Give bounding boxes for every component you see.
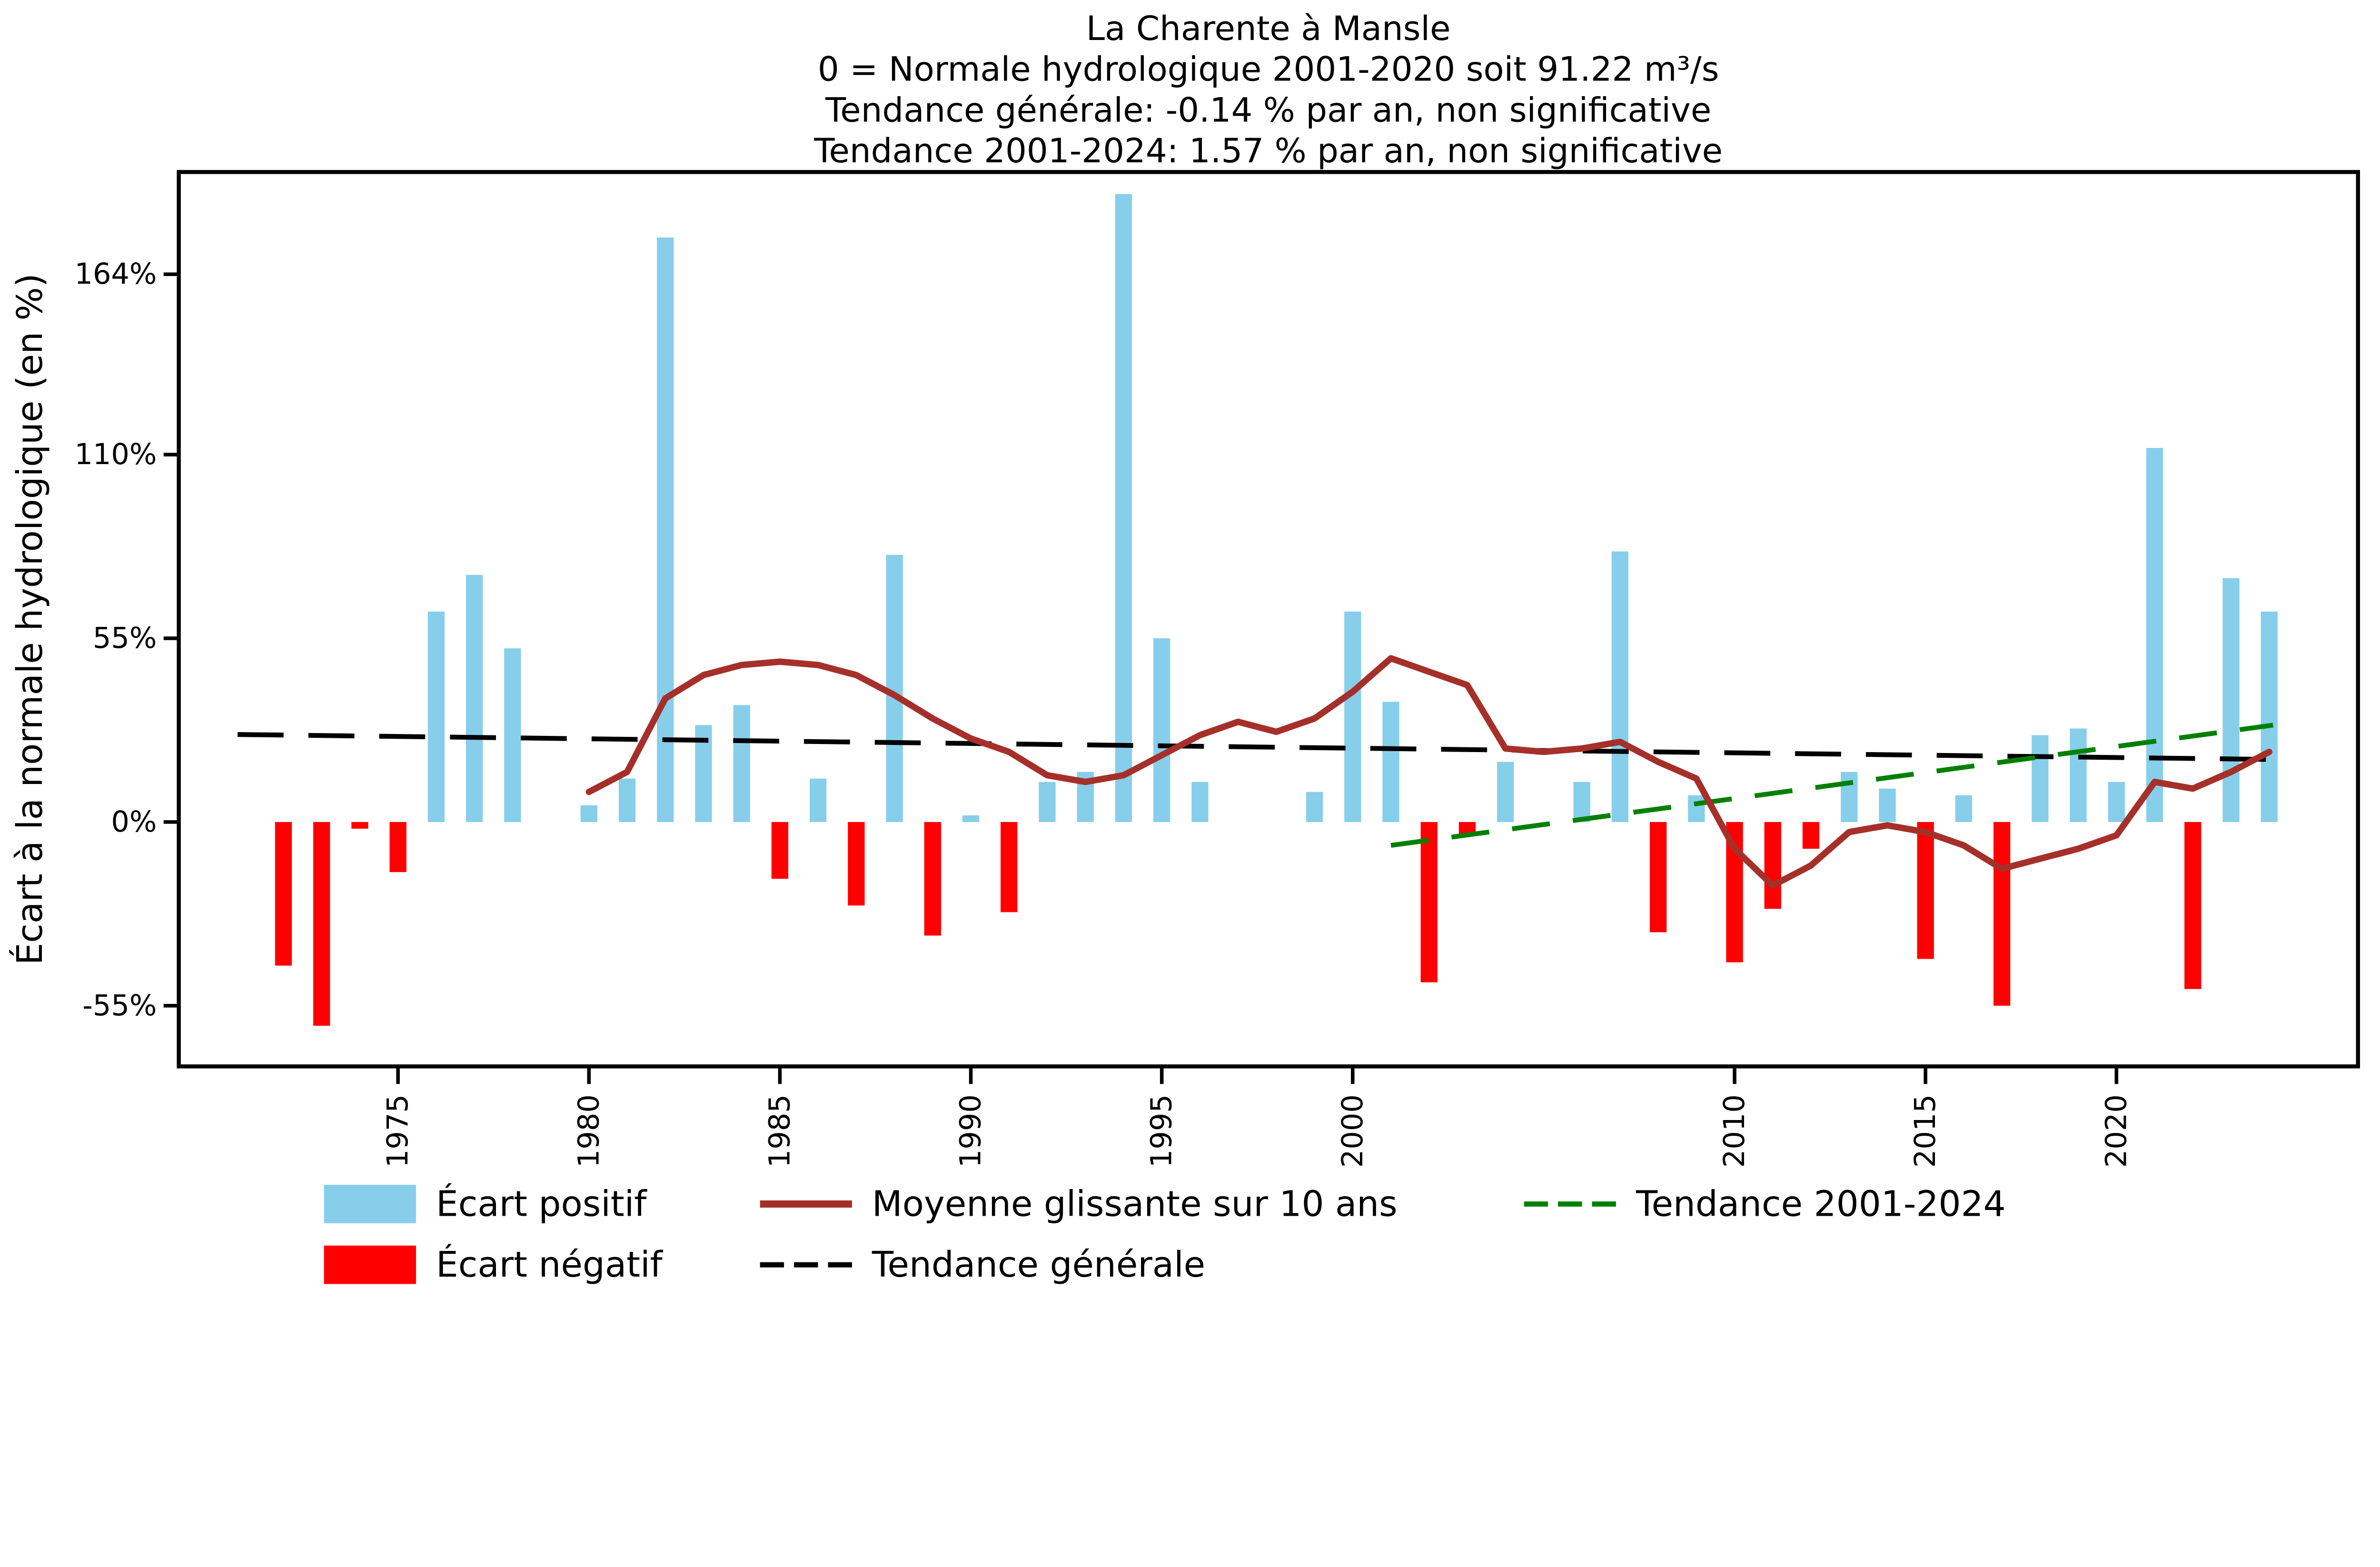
bar-2002 bbox=[1420, 822, 1438, 982]
chart-subtitle-normale: 0 = Normale hydrologique 2001-2020 soit … bbox=[818, 50, 1719, 89]
bar-1975 bbox=[389, 822, 407, 873]
trend-2001-2024-line bbox=[1390, 723, 2273, 848]
bar-2006 bbox=[1573, 782, 1590, 822]
bar-2012 bbox=[1802, 822, 1820, 849]
x-tick-label-1975: 1975 bbox=[381, 1094, 415, 1168]
bar-1980 bbox=[580, 805, 597, 822]
legend-item-tendance-2001-2024: Tendance 2001-2024 bbox=[1524, 1183, 2006, 1224]
x-tick-label-1990: 1990 bbox=[954, 1094, 988, 1168]
bar-1999 bbox=[1306, 792, 1323, 822]
chart-title: La Charente à Mansle bbox=[1086, 9, 1451, 48]
bar-2009 bbox=[1688, 795, 1705, 822]
bar-1977 bbox=[466, 575, 483, 822]
bar-1992 bbox=[1039, 782, 1056, 822]
bar-2024 bbox=[2261, 611, 2278, 822]
bar-1987 bbox=[848, 822, 865, 906]
bar-1988 bbox=[886, 555, 903, 822]
bar-2021 bbox=[2146, 448, 2163, 822]
bar-2014 bbox=[1879, 788, 1896, 822]
y-tick-label-110: 110% bbox=[74, 438, 157, 471]
bar-1986 bbox=[809, 778, 827, 822]
bar-2017 bbox=[1993, 822, 2011, 1006]
bar-1976 bbox=[427, 611, 445, 822]
bar-2020 bbox=[2108, 782, 2125, 822]
x-tick-label-1980: 1980 bbox=[572, 1094, 605, 1168]
bar-2023 bbox=[2222, 578, 2240, 822]
bar-2001 bbox=[1382, 702, 1399, 822]
figure: La Charente à Mansle 0 = Normale hydrolo… bbox=[9, 9, 2360, 1286]
x-tick-label-2000: 2000 bbox=[1336, 1094, 1369, 1168]
bar-2016 bbox=[1955, 795, 1973, 822]
bar-1972 bbox=[275, 822, 292, 966]
legend-item-ecart-positif: Écart positif bbox=[324, 1182, 647, 1224]
bar-1974 bbox=[351, 822, 368, 829]
y-tick-label--55: -55% bbox=[82, 989, 157, 1022]
legend-label-ecart-positif: Écart positif bbox=[436, 1182, 647, 1224]
bar-1994 bbox=[1115, 194, 1132, 822]
x-tick-label-2015: 2015 bbox=[1909, 1094, 1942, 1168]
y-tick-label-0: 0% bbox=[111, 805, 157, 839]
title-block: La Charente à Mansle 0 = Normale hydrolo… bbox=[813, 9, 1723, 170]
y-tick-label-164: 164% bbox=[74, 258, 157, 291]
legend-item-ecart-negatif: Écart négatif bbox=[324, 1243, 664, 1285]
bar-2022 bbox=[2184, 822, 2202, 989]
x-tick-label-2020: 2020 bbox=[2100, 1094, 2133, 1168]
trend-general-line bbox=[238, 732, 2281, 762]
legend-label-moyenne-glissante: Moyenne glissante sur 10 ans bbox=[872, 1183, 1398, 1224]
x-axis-ticks: 1975 1980 1985 1990 1995 2000 2010 2015 2020 bbox=[381, 1066, 2133, 1168]
y-axis-ticks: -55% 0% 55% 110% 164% bbox=[74, 258, 179, 1022]
legend-item-tendance-generale: Tendance générale bbox=[760, 1244, 1205, 1285]
bar-1991 bbox=[1001, 822, 1018, 912]
x-tick-label-1995: 1995 bbox=[1145, 1094, 1179, 1168]
bar-1984 bbox=[733, 705, 750, 822]
bar-2007 bbox=[1611, 551, 1629, 822]
bar-1990 bbox=[962, 815, 980, 822]
legend-swatch-ecart-positif bbox=[324, 1185, 416, 1223]
bar-1982 bbox=[657, 237, 674, 822]
bar-1995 bbox=[1153, 638, 1170, 822]
y-axis-label: Écart à la normale hydrologique (en %) bbox=[9, 273, 50, 965]
bar-2004 bbox=[1497, 762, 1514, 822]
bar-1985 bbox=[771, 822, 789, 879]
legend-item-moyenne-glissante: Moyenne glissante sur 10 ans bbox=[760, 1183, 1398, 1224]
legend-swatch-ecart-negatif bbox=[324, 1245, 416, 1284]
bars-layer bbox=[275, 194, 2278, 1026]
rolling-mean-line bbox=[585, 655, 2272, 889]
legend-label-ecart-negatif: Écart négatif bbox=[436, 1243, 664, 1285]
legend-label-tendance-generale: Tendance générale bbox=[872, 1244, 1205, 1285]
bar-1973 bbox=[313, 822, 330, 1026]
bar-1981 bbox=[618, 778, 636, 822]
bar-2013 bbox=[1841, 772, 1858, 822]
x-tick-label-2010: 2010 bbox=[1718, 1094, 1751, 1168]
chart-canvas: La Charente à Mansle 0 = Normale hydrolo… bbox=[9, 9, 2360, 1286]
y-tick-label-55: 55% bbox=[93, 622, 157, 655]
bar-2000 bbox=[1344, 611, 1361, 822]
bar-1996 bbox=[1191, 782, 1209, 822]
plot-frame bbox=[177, 170, 2360, 1069]
bar-1989 bbox=[924, 822, 941, 936]
x-tick-label-1985: 1985 bbox=[763, 1094, 796, 1168]
bar-1978 bbox=[504, 648, 521, 822]
chart-subtitle-tendance-2001-2024: Tendance 2001-2024: 1.57 % par an, non s… bbox=[813, 131, 1723, 170]
line-series-layer bbox=[238, 655, 2281, 889]
chart-subtitle-tendance-generale: Tendance générale: -0.14 % par an, non s… bbox=[825, 90, 1711, 129]
bar-2011 bbox=[1764, 822, 1781, 909]
bar-2018 bbox=[2032, 735, 2049, 822]
bar-2008 bbox=[1649, 822, 1667, 932]
bar-2019 bbox=[2070, 728, 2087, 822]
bar-2015 bbox=[1917, 822, 1934, 959]
legend-label-tendance-2001-2024: Tendance 2001-2024 bbox=[1636, 1183, 2006, 1224]
legend: Écart positif Écart négatif Moyenne glis… bbox=[324, 1182, 2006, 1285]
